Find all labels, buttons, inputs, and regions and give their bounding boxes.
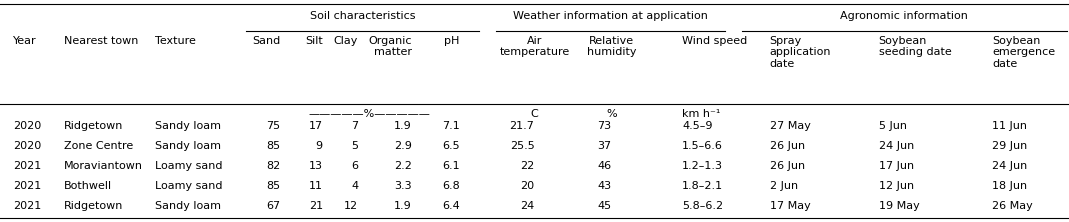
Text: 13: 13: [309, 161, 323, 171]
Text: 12: 12: [344, 201, 358, 211]
Text: 4: 4: [351, 181, 358, 191]
Text: Sandy loam: Sandy loam: [155, 201, 221, 211]
Text: Organic
matter: Organic matter: [368, 36, 412, 57]
Text: 82: 82: [266, 161, 280, 171]
Text: Spray
application
date: Spray application date: [770, 36, 832, 69]
Text: 9: 9: [315, 141, 323, 151]
Text: 26 Jun: 26 Jun: [770, 161, 805, 171]
Text: 11 Jun: 11 Jun: [992, 121, 1027, 131]
Text: 5 Jun: 5 Jun: [879, 121, 907, 131]
Text: 5.8–6.2: 5.8–6.2: [682, 201, 723, 211]
Text: 25.5: 25.5: [510, 141, 534, 151]
Text: Nearest town: Nearest town: [64, 36, 139, 46]
Text: 2020: 2020: [13, 141, 41, 151]
Text: 2.9: 2.9: [393, 141, 412, 151]
Text: 1.2–1.3: 1.2–1.3: [682, 161, 723, 171]
Text: 11: 11: [309, 181, 323, 191]
Text: 2 Jun: 2 Jun: [770, 181, 797, 191]
Text: 7.1: 7.1: [441, 121, 460, 131]
Text: 3.3: 3.3: [394, 181, 412, 191]
Text: Relative
humidity: Relative humidity: [587, 36, 636, 57]
Text: 26 May: 26 May: [992, 201, 1033, 211]
Text: 6: 6: [351, 161, 358, 171]
Text: Agronomic information: Agronomic information: [840, 11, 969, 21]
Text: 6.4: 6.4: [441, 201, 460, 211]
Text: 73: 73: [598, 121, 611, 131]
Text: 4.5–9: 4.5–9: [682, 121, 713, 131]
Text: 2.2: 2.2: [393, 161, 412, 171]
Text: Zone Centre: Zone Centre: [64, 141, 134, 151]
Text: 12 Jun: 12 Jun: [879, 181, 914, 191]
Text: Ridgetown: Ridgetown: [64, 121, 124, 131]
Text: Bothwell: Bothwell: [64, 181, 112, 191]
Text: Loamy sand: Loamy sand: [155, 161, 222, 171]
Text: 19 May: 19 May: [879, 201, 919, 211]
Text: 85: 85: [266, 141, 280, 151]
Text: 6.5: 6.5: [443, 141, 460, 151]
Text: km h⁻¹: km h⁻¹: [682, 109, 721, 119]
Text: 1.8–2.1: 1.8–2.1: [682, 181, 723, 191]
Text: 17 Jun: 17 Jun: [879, 161, 914, 171]
Text: Sandy loam: Sandy loam: [155, 121, 221, 131]
Text: 1.9: 1.9: [393, 201, 412, 211]
Text: Wind speed: Wind speed: [682, 36, 747, 46]
Text: Clay: Clay: [334, 36, 358, 46]
Text: Texture: Texture: [155, 36, 196, 46]
Text: 85: 85: [266, 181, 280, 191]
Text: Year: Year: [13, 36, 36, 46]
Text: Sand: Sand: [252, 36, 280, 46]
Text: 24 Jun: 24 Jun: [992, 161, 1027, 171]
Text: 6.8: 6.8: [441, 181, 460, 191]
Text: 26 Jun: 26 Jun: [770, 141, 805, 151]
Text: 2021: 2021: [13, 161, 41, 171]
Text: Weather information at application: Weather information at application: [513, 11, 708, 21]
Text: Soybean
seeding date: Soybean seeding date: [879, 36, 951, 57]
Text: 17: 17: [309, 121, 323, 131]
Text: 1.9: 1.9: [393, 121, 412, 131]
Text: 43: 43: [598, 181, 611, 191]
Text: Moraviantown: Moraviantown: [64, 161, 143, 171]
Text: 27 May: 27 May: [770, 121, 810, 131]
Text: Sandy loam: Sandy loam: [155, 141, 221, 151]
Text: 21: 21: [309, 201, 323, 211]
Text: 18 Jun: 18 Jun: [992, 181, 1027, 191]
Text: 46: 46: [598, 161, 611, 171]
Text: Soil characteristics: Soil characteristics: [310, 11, 415, 21]
Text: 45: 45: [598, 201, 611, 211]
Text: 67: 67: [266, 201, 280, 211]
Text: Silt: Silt: [305, 36, 323, 46]
Text: 17 May: 17 May: [770, 201, 810, 211]
Text: 6.1: 6.1: [443, 161, 460, 171]
Text: 37: 37: [598, 141, 611, 151]
Text: 21.7: 21.7: [510, 121, 534, 131]
Text: 24 Jun: 24 Jun: [879, 141, 914, 151]
Text: %: %: [606, 109, 617, 119]
Text: C: C: [530, 109, 539, 119]
Text: Loamy sand: Loamy sand: [155, 181, 222, 191]
Text: 20: 20: [521, 181, 534, 191]
Text: —————%—————: —————%—————: [309, 109, 431, 119]
Text: 2021: 2021: [13, 181, 41, 191]
Text: 29 Jun: 29 Jun: [992, 141, 1027, 151]
Text: 22: 22: [521, 161, 534, 171]
Text: 1.5–6.6: 1.5–6.6: [682, 141, 723, 151]
Text: 75: 75: [266, 121, 280, 131]
Text: 24: 24: [521, 201, 534, 211]
Text: 2021: 2021: [13, 201, 41, 211]
Text: 5: 5: [351, 141, 358, 151]
Text: Ridgetown: Ridgetown: [64, 201, 124, 211]
Text: 7: 7: [351, 121, 358, 131]
Text: Soybean
emergence
date: Soybean emergence date: [992, 36, 1055, 69]
Text: pH: pH: [445, 36, 460, 46]
Text: 2020: 2020: [13, 121, 41, 131]
Text: Air
temperature: Air temperature: [499, 36, 570, 57]
